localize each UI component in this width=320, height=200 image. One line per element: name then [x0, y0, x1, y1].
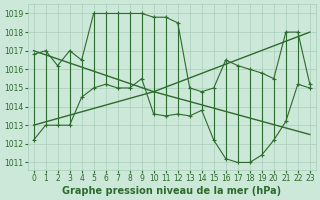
X-axis label: Graphe pression niveau de la mer (hPa): Graphe pression niveau de la mer (hPa)	[62, 186, 281, 196]
